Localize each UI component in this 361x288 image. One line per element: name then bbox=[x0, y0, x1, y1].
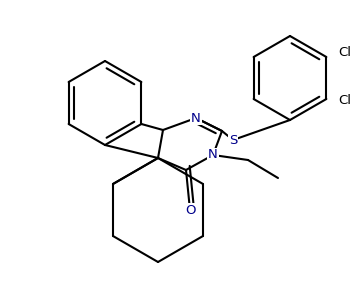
Text: S: S bbox=[229, 134, 237, 147]
Text: Cl: Cl bbox=[338, 46, 351, 60]
Text: Cl: Cl bbox=[338, 94, 351, 107]
Text: O: O bbox=[185, 204, 195, 217]
Text: N: N bbox=[191, 111, 201, 124]
Text: N: N bbox=[208, 149, 218, 162]
